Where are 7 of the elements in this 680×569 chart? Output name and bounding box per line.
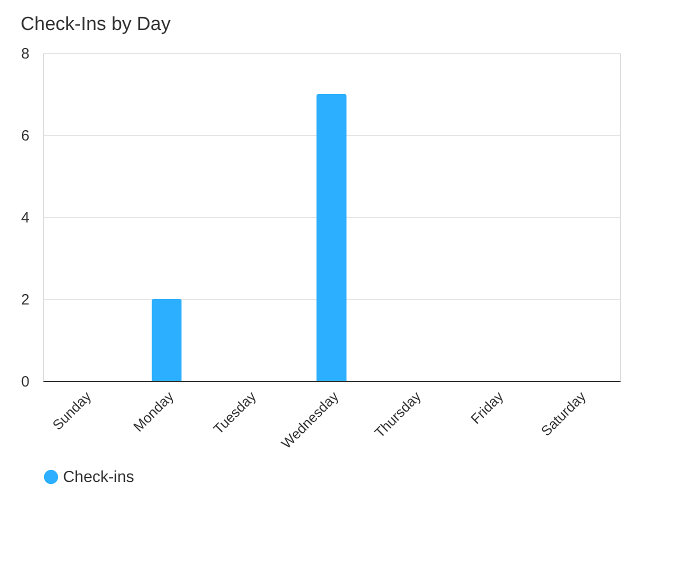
y-tick-label: 6 bbox=[21, 128, 30, 144]
y-tick-label: 2 bbox=[21, 292, 30, 308]
legend-label: Check-ins bbox=[63, 469, 134, 486]
y-tick-label: 8 bbox=[21, 46, 30, 62]
y-tick-label: 0 bbox=[21, 374, 30, 390]
y-tick-label: 4 bbox=[21, 210, 30, 226]
chart-title: Check-Ins by Day bbox=[20, 14, 172, 35]
